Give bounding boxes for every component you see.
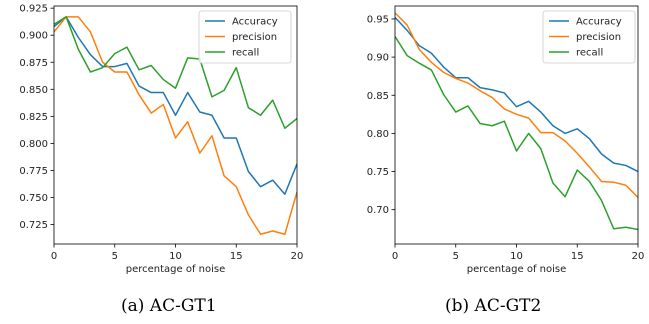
y-tick-label: 0.750 xyxy=(19,193,48,204)
y-tick-label: 0.80 xyxy=(367,129,389,140)
legend-label-accuracy: Accuracy xyxy=(576,17,622,28)
x-tick-label: 15 xyxy=(230,251,243,262)
x-tick-label: 20 xyxy=(291,251,304,262)
series-line-precision xyxy=(395,12,638,198)
caption-ac-gt1: (a) AC-GT1 xyxy=(121,296,217,316)
y-tick-label: 0.725 xyxy=(19,220,48,231)
y-tick-label: 0.775 xyxy=(19,166,48,177)
series-lines xyxy=(54,16,297,236)
x-tick-label: 20 xyxy=(632,251,645,262)
x-axis-label: percentage of noise xyxy=(126,264,226,275)
x-tick-label: 0 xyxy=(392,251,398,262)
x-tick-label: 5 xyxy=(453,251,459,262)
y-tick-label: 0.95 xyxy=(367,14,389,25)
x-axis-label: percentage of noise xyxy=(467,264,567,275)
caption-ac-gt2: (b) AC-GT2 xyxy=(445,296,542,316)
legend-label-recall: recall xyxy=(576,48,603,59)
x-tick-label: 5 xyxy=(112,251,118,262)
legend-box xyxy=(542,10,636,64)
y-tick-label: 0.85 xyxy=(367,91,389,102)
y-tick-label: 0.90 xyxy=(367,53,389,64)
legend-label-recall: recall xyxy=(232,48,259,59)
chart-ac-gt2: 0.70 0.75 0.80 0.85 0.90 0.95 0 5 10 15 20 percenta… xyxy=(367,5,645,275)
series-line-accuracy xyxy=(54,16,297,195)
series-line-accuracy xyxy=(395,16,638,173)
legend-label-precision: precision xyxy=(232,32,277,43)
y-tick-label: 0.900 xyxy=(19,31,48,42)
chart-ac-gt1: 0.725 0.750 0.775 0.800 0.825 0.850 0.875 0.900… xyxy=(19,4,303,275)
legend-box xyxy=(198,10,292,64)
y-tick-label: 0.925 xyxy=(19,4,48,15)
legend-label-accuracy: Accuracy xyxy=(232,17,278,28)
series-line-recall xyxy=(54,16,297,129)
y-tick-label: 0.70 xyxy=(367,205,389,216)
x-tick-label: 10 xyxy=(510,251,523,262)
series-line-recall xyxy=(395,36,638,231)
legend-label-precision: precision xyxy=(576,32,621,43)
x-tick-label: 15 xyxy=(571,251,584,262)
series-line-precision xyxy=(54,16,297,236)
series-lines xyxy=(395,12,638,231)
y-tick-label: 0.75 xyxy=(367,167,389,178)
y-tick-label: 0.800 xyxy=(19,139,48,150)
y-tick-label: 0.875 xyxy=(19,58,48,69)
y-tick-label: 0.850 xyxy=(19,85,48,96)
x-tick-label: 10 xyxy=(169,251,182,262)
y-tick-label: 0.825 xyxy=(19,112,48,123)
x-tick-label: 0 xyxy=(51,251,57,262)
